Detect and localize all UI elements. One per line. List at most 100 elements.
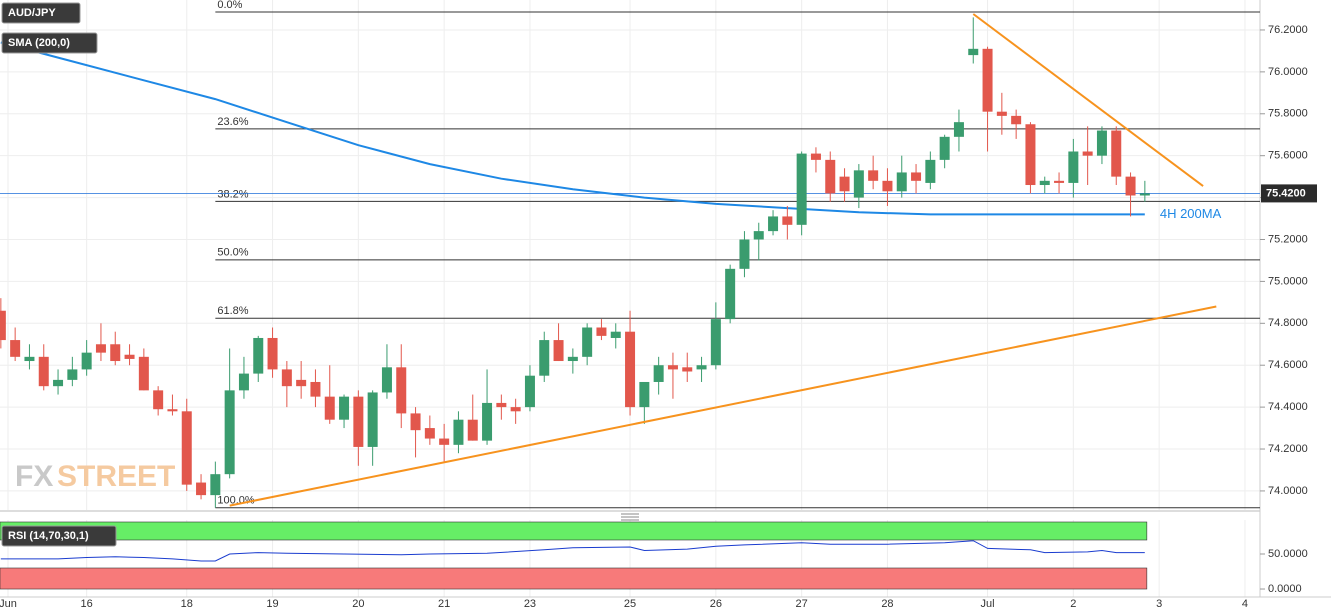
y-tick-label: 76.0000 (1268, 66, 1308, 78)
candle-body (53, 379, 64, 387)
candle-body (167, 409, 178, 412)
fib-label: 100.0% (217, 495, 255, 507)
candle-body (0, 310, 6, 341)
x-tick-label: 23 (524, 598, 536, 610)
candle-body (882, 180, 893, 192)
sma-line (0, 41, 1145, 216)
candle-body (753, 231, 764, 240)
candle-body (682, 367, 693, 372)
x-tick-label: 19 (266, 598, 278, 610)
price-label-box (1261, 184, 1317, 203)
trendline (972, 13, 1204, 187)
candle-body (238, 373, 249, 391)
candle-body (625, 331, 636, 408)
candle-body (424, 428, 435, 439)
candle-body (210, 474, 221, 496)
candle-body (739, 239, 750, 269)
candle-body (825, 159, 836, 194)
candle-body (1068, 151, 1079, 183)
candle-body (567, 356, 578, 362)
indicator-badge: SMA (200,0) (8, 37, 70, 49)
rsi-line (0, 540, 1145, 562)
sma-annotation: 4H 200MA (1160, 206, 1222, 221)
price-label: 75.4200 (1266, 187, 1306, 199)
fib-label: 50.0% (217, 247, 248, 259)
x-tick-label: Jun (0, 598, 17, 610)
candle-body (639, 381, 650, 408)
candle-body (38, 356, 49, 387)
candle-body (138, 356, 149, 391)
fib-label: 61.8% (217, 305, 248, 317)
candle-body (381, 367, 392, 393)
candle-body (1139, 193, 1150, 196)
candle-body (839, 176, 850, 192)
watermark-left: FX (15, 460, 53, 493)
overbought-zone (0, 521, 1148, 541)
x-tick-label: 16 (81, 598, 93, 610)
rsi-badge: RSI (14,70,30,1) (8, 530, 89, 542)
x-tick-label: 4 (1242, 598, 1248, 610)
candle-body (524, 375, 535, 408)
candle-body (10, 340, 21, 357)
candle-body (396, 367, 407, 414)
candle-body (482, 402, 493, 441)
x-tick-label: 28 (881, 598, 893, 610)
x-tick-label: Jul (981, 598, 995, 610)
candle-body (467, 419, 478, 441)
candle-body (696, 365, 707, 370)
x-tick-label: 18 (181, 598, 193, 610)
candle-body (968, 48, 979, 56)
candle-body (1025, 124, 1036, 186)
title-badge-box (1, 2, 81, 24)
candle-body (253, 337, 264, 374)
candle-body (810, 153, 821, 160)
fib-label: 23.6% (217, 116, 248, 128)
indicator-badge-box (1, 32, 98, 54)
candle-body (24, 356, 35, 362)
x-tick-label: 25 (624, 598, 636, 610)
candle-body (796, 153, 807, 225)
candle-body (1082, 151, 1093, 156)
candle-body (725, 268, 736, 320)
candle-body (1096, 130, 1107, 156)
y-tick-label: 74.4000 (1268, 401, 1308, 413)
candle-body (996, 111, 1007, 116)
candle-body (439, 438, 450, 445)
candle-body (367, 392, 378, 447)
candle-body (1125, 176, 1136, 196)
x-tick-label: 26 (710, 598, 722, 610)
candle-body (868, 170, 879, 181)
candle-body (939, 136, 950, 160)
trendline (229, 305, 1217, 507)
rsi-badge-box (1, 525, 117, 547)
candle-body (896, 172, 907, 192)
x-tick-label: 3 (1156, 598, 1162, 610)
candle-body (296, 379, 307, 387)
y-tick-label: 74.0000 (1268, 485, 1308, 497)
oversold-zone (0, 567, 1148, 590)
y-tick-label: 76.2000 (1268, 24, 1308, 36)
candle-body (1039, 180, 1050, 186)
y-tick-label: 74.2000 (1268, 443, 1308, 455)
candle-body (653, 365, 664, 382)
y-tick-label: 50.0000 (1268, 548, 1308, 560)
fib-label: 38.2% (217, 188, 248, 200)
candle-body (710, 319, 721, 366)
fib-label: 0.0% (217, 0, 242, 11)
candle-body (267, 337, 278, 370)
candle-body (1054, 180, 1065, 183)
candle-body (281, 369, 292, 387)
candle-body (853, 170, 864, 198)
candle-body (982, 48, 993, 112)
candle-body (339, 396, 350, 420)
candle-body (911, 172, 922, 181)
candle-body (782, 216, 793, 225)
candle-body (181, 411, 192, 485)
candle-body (410, 413, 421, 431)
candle-body (324, 396, 335, 420)
candle-body (310, 381, 321, 397)
candle-body (539, 340, 550, 376)
candle-body (124, 354, 135, 359)
candle-body (224, 390, 235, 475)
